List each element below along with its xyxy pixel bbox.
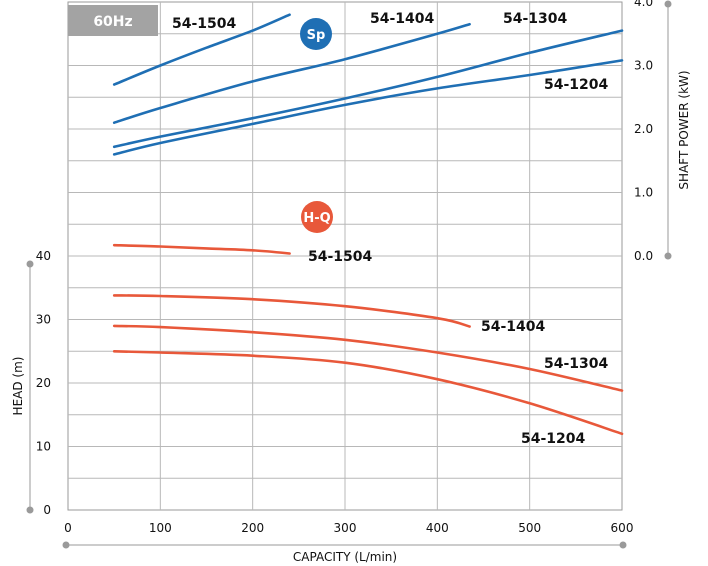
head-curve-54-1204 [112,350,624,436]
head-curve-54-1304 [112,324,624,392]
power-curve-label: 54-1404 [370,11,435,27]
power-curve-54-1304 [112,29,624,149]
head-axis-title: HEAD (m) [11,357,25,416]
curves [112,13,624,436]
power-curve-54-1204 [112,59,624,156]
head-tick-label: 0 [43,503,51,517]
power-curve-label: 54-1304 [503,11,568,27]
x-axis-end-dot [619,541,627,549]
sp-badge-text: Sp [307,28,326,43]
power-curve-label: 54-1504 [172,16,237,32]
power-axis-end-dot [664,252,672,260]
head-tick-label: 10 [36,440,51,454]
head-axis-ticks: 0 10 20 30 40 [26,249,51,517]
power-axis-end-dot [664,0,672,8]
frequency-tag: 60Hz [68,5,158,36]
sp-badge-circle [300,18,332,50]
x-axis-ticks: 0 100 200 300 400 500 600 [62,521,634,549]
head-tick-label: 40 [36,249,51,263]
head-tick-label: 30 [36,313,51,327]
x-tick-label: 500 [518,521,541,535]
head-curve-54-1404 [112,294,471,328]
power-tick-label: 0.0 [634,249,653,263]
x-axis-end-dot [62,541,70,549]
x-tick-label: 200 [241,521,264,535]
head-curve-label: 54-1304 [544,356,609,372]
x-tick-label: 300 [334,521,357,535]
sp-badge: Sp [300,18,332,50]
head-axis-end-dot [26,260,34,268]
x-tick-label: 600 [611,521,634,535]
power-tick-label: 1.0 [634,186,653,200]
power-curve-label: 54-1204 [544,77,609,93]
x-tick-label: 0 [64,521,72,535]
frequency-tag-text: 60Hz [93,14,132,30]
head-tick-label: 20 [36,376,51,390]
curve-labels: 54-1504 54-1404 54-1304 54-1204 54-1504 54-14… [172,11,609,447]
power-axis-title: SHAFT POWER (kW) [677,70,691,189]
x-tick-label: 400 [426,521,449,535]
head-axis-end-dot [26,506,34,514]
head-curve-label: 54-1404 [481,319,546,335]
power-axis-ticks: 0.0 1.0 2.0 3.0 4.0 [634,0,672,263]
frequency-tag-background [68,5,158,36]
head-curve-label: 54-1204 [521,431,586,447]
power-tick-label: 4.0 [634,0,653,9]
power-tick-label: 3.0 [634,59,653,73]
power-curve-54-1504 [112,13,291,86]
head-curve-label: 54-1504 [308,249,373,265]
hq-badge: H-Q [301,201,333,233]
x-axis-title: CAPACITY (L/min) [293,550,397,564]
hq-badge-text: H-Q [303,211,330,226]
power-curve-54-1404 [112,22,471,124]
x-tick-label: 100 [149,521,172,535]
hq-badge-circle [301,201,333,233]
head-curve-54-1504 [112,243,291,255]
power-tick-label: 2.0 [634,122,653,136]
